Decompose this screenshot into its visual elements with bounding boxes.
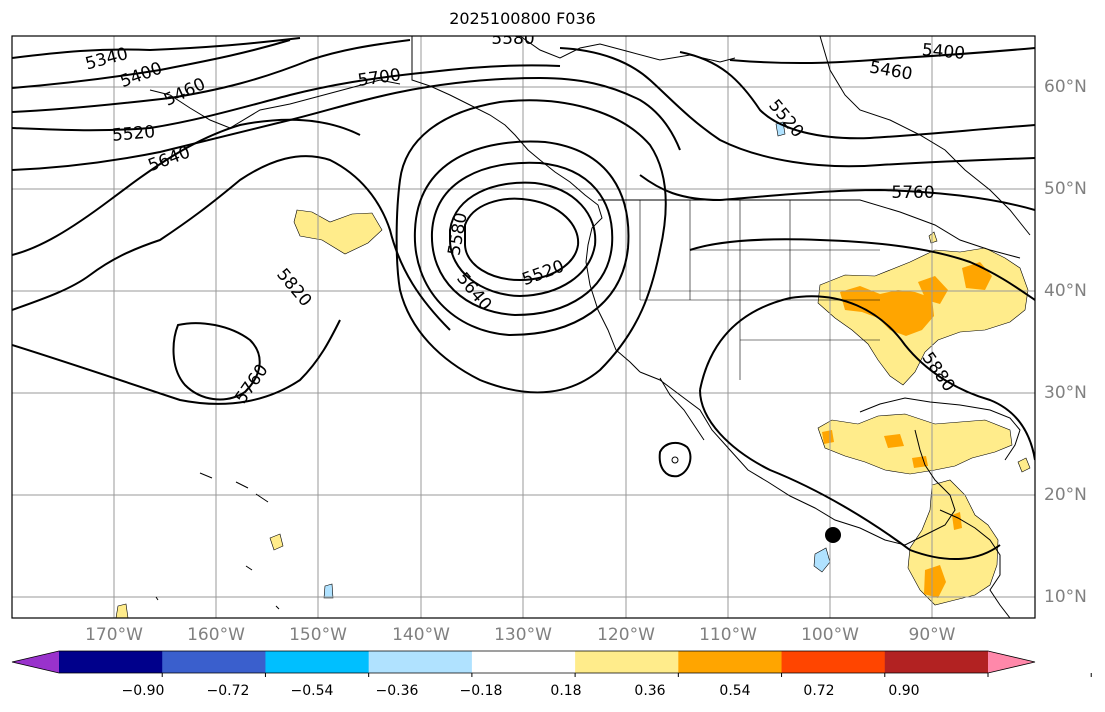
- colorbar-segment: [265, 651, 370, 673]
- alaska-coast: [411, 36, 641, 373]
- lon-label: 160°W: [187, 625, 245, 645]
- colorbar-segment: [678, 651, 783, 673]
- contour-5340: [12, 37, 301, 59]
- contour-east-5820: [689, 238, 1035, 301]
- shade-hawaii-1: [269, 533, 284, 551]
- colorbar: [11, 650, 1092, 677]
- lat-label: 40°N: [1044, 281, 1087, 301]
- aleutians: [149, 79, 401, 129]
- orange-gulf-2: [884, 434, 904, 448]
- lat-label: 30°N: [1044, 383, 1087, 403]
- map-title: 2025100800 F036: [449, 9, 596, 28]
- contour-label-5400-east: 5400: [921, 40, 966, 64]
- lon-label: 130°W: [494, 625, 552, 645]
- lon-label: 110°W: [699, 625, 757, 645]
- colorbar-tick-label: 0.90: [888, 683, 920, 699]
- lon-label: 90°W: [908, 625, 956, 645]
- shade-pacific-blob: [293, 209, 383, 255]
- contour-east-5460: [729, 47, 1035, 65]
- socorro-island: [671, 456, 679, 464]
- contour-label-5580-top: 5580: [491, 29, 534, 49]
- contour-5760-south: [172, 322, 261, 401]
- shading-light-blue: [323, 121, 831, 599]
- mexico-coast: [639, 371, 956, 546]
- contour-5520: [12, 64, 561, 132]
- shade-gulf: [817, 413, 1013, 475]
- contour-east-5760: [639, 174, 1035, 211]
- contour-5820: [12, 155, 451, 331]
- small-closed-high: [658, 441, 692, 478]
- colorbar-tick-label: 0.72: [803, 683, 835, 699]
- colorbar-tick-label: −0.18: [459, 683, 503, 699]
- graticule: [12, 36, 1035, 618]
- contour-label-5760-east: 5760: [891, 183, 934, 203]
- lat-label: 20°N: [1044, 485, 1087, 505]
- shading-orange: [822, 262, 992, 598]
- lon-label: 140°W: [392, 625, 450, 645]
- contour-5400: [12, 39, 291, 89]
- colorbar-segment: [575, 651, 679, 673]
- contour-low-outer: [12, 319, 341, 405]
- central-america: [939, 509, 1011, 618]
- contour-closed-low-1: [464, 197, 580, 282]
- colorbar-outline: [11, 650, 1036, 674]
- colorbar-segment: [162, 651, 266, 673]
- contour-east-5520: [679, 51, 1035, 140]
- orange-ca-1: [924, 565, 946, 598]
- colorbar-tick-label: −0.72: [206, 683, 250, 699]
- lon-label: 150°W: [289, 625, 347, 645]
- orange-central-us-2: [918, 276, 948, 304]
- colorbar-segment: [471, 651, 576, 673]
- lon-label: 120°W: [597, 625, 655, 645]
- colorbar-tick-label: 0.18: [550, 683, 582, 699]
- map-area: 5340 5400 5460 5520 5640 5700 5580 5400 …: [12, 29, 1035, 618]
- contour-closed-low-2: [449, 181, 597, 298]
- canada-arctic: [519, 36, 736, 63]
- colorbar-tick-label: 0.36: [634, 683, 666, 699]
- contour-5640: [12, 119, 291, 171]
- height-contours: [12, 37, 1035, 561]
- gulf-coast: [859, 397, 1021, 461]
- blue-pacific: [813, 547, 831, 573]
- colorbar-segment: [59, 651, 163, 673]
- orange-central-us: [840, 286, 934, 336]
- orange-gulf-3: [912, 456, 928, 468]
- shade-bottom-dot: [115, 603, 129, 618]
- contour-east-5580: [559, 47, 1035, 168]
- colorbar-segment: [781, 651, 886, 673]
- colorbar-tick-label: −0.36: [375, 683, 419, 699]
- contour-5700: [289, 76, 681, 151]
- contour-closed-low-4: [413, 140, 630, 337]
- baja: [659, 377, 705, 441]
- lon-label: 170°W: [85, 625, 143, 645]
- blue-hawaii: [323, 583, 334, 599]
- contour-5880: [699, 295, 1035, 561]
- colorbar-tick-label: 0.54: [719, 683, 751, 699]
- colorbar-extend-low: [12, 651, 59, 673]
- orange-gulf-1: [822, 430, 834, 444]
- colorbar-tick-label: −0.54: [290, 683, 334, 699]
- lon-label: 100°W: [801, 625, 859, 645]
- contour-wave-1: [395, 99, 667, 394]
- contour-closed-low-3: [430, 161, 614, 317]
- contour-label-5520: 5520: [111, 122, 156, 146]
- map-frame: [11, 35, 1036, 619]
- contour-5460: [12, 39, 411, 113]
- colorbar-segment: [884, 651, 989, 673]
- contour-5760-north: [12, 118, 361, 256]
- lat-label: 10°N: [1044, 587, 1087, 607]
- aleut-islands: [155, 472, 280, 610]
- colorbar-tick-label: −0.90: [121, 683, 165, 699]
- lat-label: 50°N: [1044, 179, 1087, 199]
- shade-gulf-dot: [1017, 457, 1031, 473]
- tropical-cyclone-marker: [825, 527, 841, 543]
- colorbar-extend-high: [988, 651, 1035, 673]
- colorbar-segment: [368, 651, 473, 673]
- lat-label: 60°N: [1044, 77, 1087, 97]
